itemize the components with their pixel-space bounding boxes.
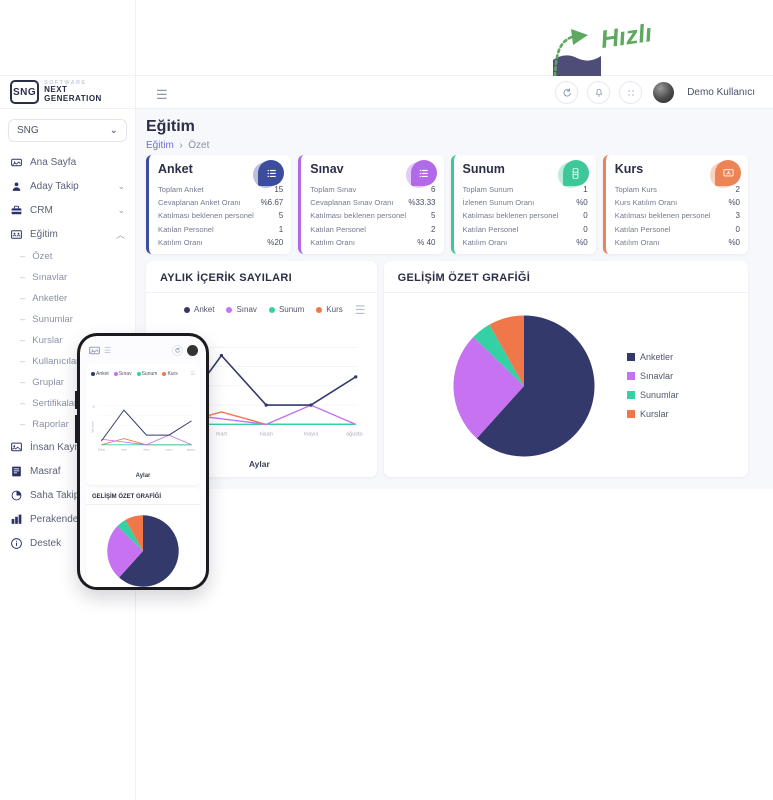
svg-text:ağustos: ağustos: [346, 431, 363, 437]
svg-text:mayıs: mayıs: [304, 431, 319, 437]
svg-text:mayıs: mayıs: [165, 447, 173, 451]
svg-text:nisan: nisan: [143, 447, 150, 451]
svg-text:mart: mart: [121, 447, 127, 451]
svg-text:Hızlı: Hızlı: [599, 19, 654, 54]
svg-text:Şubat: Şubat: [98, 447, 105, 451]
svg-text:10: 10: [92, 404, 96, 408]
svg-text:ağustos: ağustos: [187, 447, 195, 451]
svg-text:nisan: nisan: [260, 431, 273, 437]
svg-text:İşlik Sayısı: İşlik Sayısı: [91, 421, 94, 433]
svg-text:mart: mart: [216, 431, 227, 437]
